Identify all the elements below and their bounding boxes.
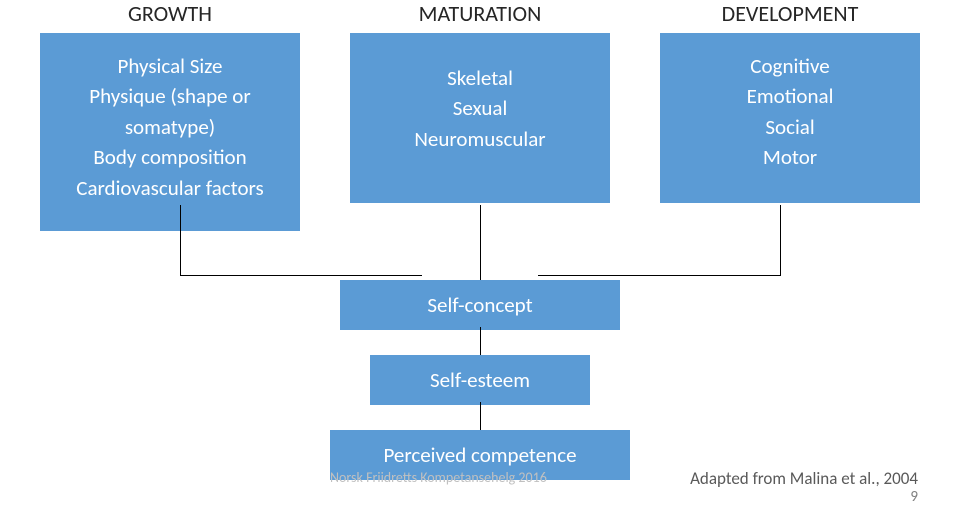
footer: Norsk Friidretts Kompetansehelg 2016 Ada… [0, 469, 960, 506]
column-growth: GROWTH Physical Size Physique (shape or … [40, 0, 300, 231]
connector-maturation [480, 205, 481, 280]
development-item-1: Emotional [670, 81, 910, 111]
growth-item-1: Physique (shape or somatype) [50, 81, 290, 142]
connector-concept-esteem [480, 327, 481, 355]
heading-growth: GROWTH [128, 0, 212, 27]
growth-item-3: Cardiovascular factors [50, 173, 290, 203]
maturation-item-2: Neuromuscular [360, 124, 600, 154]
development-item-0: Cognitive [670, 51, 910, 81]
connector-esteem-perceived [480, 402, 481, 430]
maturation-item-0: Skeletal [360, 63, 600, 93]
footer-right: Adapted from Malina et al., 2004 9 [690, 469, 918, 506]
growth-item-0: Physical Size [50, 51, 290, 81]
development-item-2: Social [670, 112, 910, 142]
box-self-esteem: Self-esteem [370, 355, 590, 405]
connector-growth [180, 205, 181, 275]
box-self-concept: Self-concept [340, 280, 620, 330]
perceived-label: Perceived competence [383, 442, 576, 468]
footer-citation: Adapted from Malina et al., 2004 [690, 469, 918, 489]
footer-watermark: Norsk Friidretts Kompetansehelg 2016 [330, 469, 547, 506]
development-item-3: Motor [670, 142, 910, 172]
column-maturation: MATURATION Skeletal Sexual Neuromuscular [350, 0, 610, 231]
connector-growth-h [180, 275, 422, 276]
top-row: GROWTH Physical Size Physique (shape or … [0, 0, 960, 231]
self-esteem-label: Self-esteem [430, 367, 530, 393]
box-development: Cognitive Emotional Social Motor [660, 33, 920, 203]
connector-development [780, 205, 781, 275]
connector-development-h [538, 275, 781, 276]
box-growth: Physical Size Physique (shape or somatyp… [40, 33, 300, 231]
maturation-item-1: Sexual [360, 93, 600, 123]
box-maturation: Skeletal Sexual Neuromuscular [350, 33, 610, 203]
column-development: DEVELOPMENT Cognitive Emotional Social M… [660, 0, 920, 231]
growth-item-2: Body composition [50, 142, 290, 172]
self-concept-label: Self-concept [427, 292, 532, 318]
heading-maturation: MATURATION [419, 0, 542, 27]
heading-development: DEVELOPMENT [722, 0, 859, 27]
footer-page: 9 [690, 489, 918, 506]
